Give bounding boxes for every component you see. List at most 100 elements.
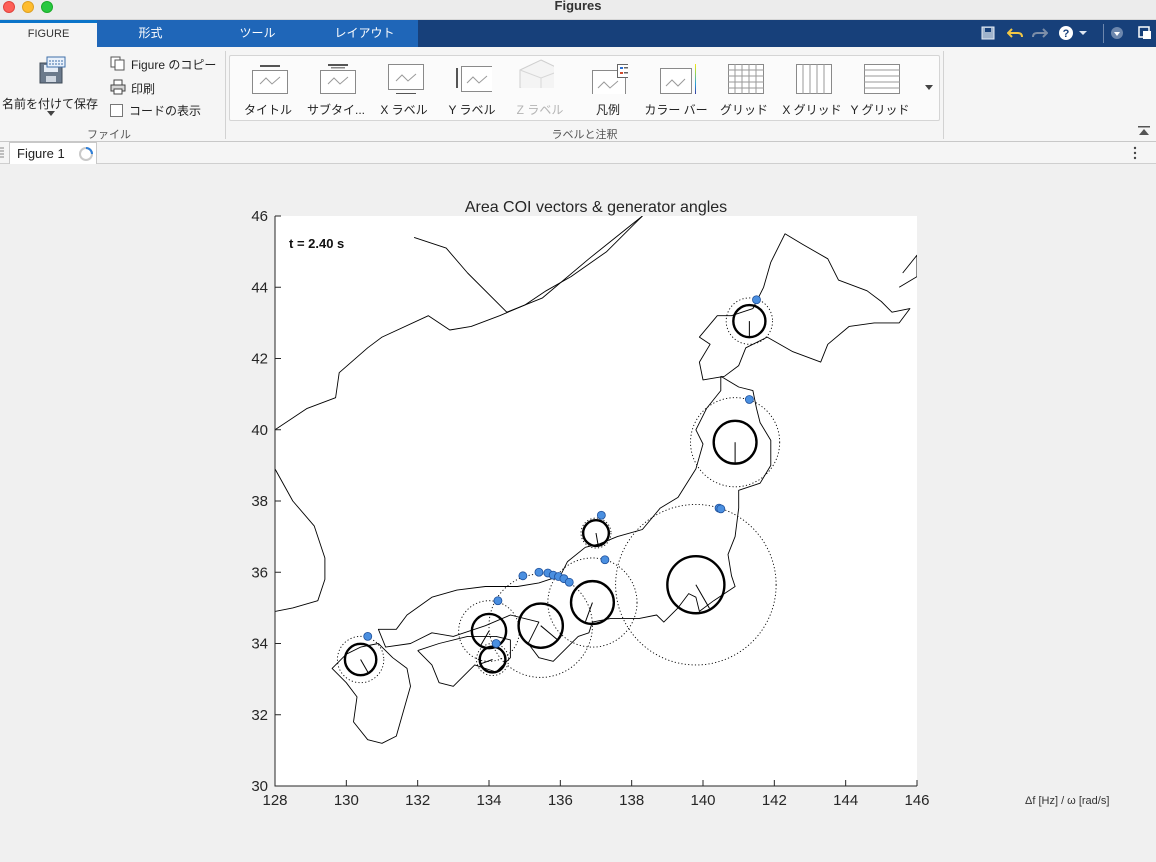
y-tick-label: 46 — [251, 208, 268, 225]
y-tick-label: 32 — [251, 707, 268, 724]
colorbar-icon — [660, 64, 696, 94]
x-tick-label: 144 — [833, 792, 858, 809]
more-options-icon[interactable] — [1133, 146, 1137, 160]
x-tick-label: 132 — [405, 792, 430, 809]
legend-icon — [592, 64, 628, 94]
area-coi-vector — [360, 659, 369, 673]
help-icon[interactable]: ? — [1058, 25, 1088, 41]
undock-icon[interactable] — [1138, 26, 1152, 40]
tab-figure[interactable]: FIGURE — [0, 20, 97, 48]
y-tick-label: 44 — [251, 279, 268, 296]
xlabel-icon — [388, 64, 424, 94]
gallery-colorbar-button[interactable]: カラー バー — [642, 56, 710, 120]
tab-layout[interactable]: レイアウト — [311, 20, 418, 47]
copy-figure-label: Figure のコピー — [131, 58, 217, 72]
gallery-grid-button[interactable]: グリッド — [710, 56, 778, 120]
coastline-5 — [413, 216, 643, 313]
y-tick-label: 34 — [251, 636, 268, 653]
ribbon-options-icon[interactable] — [1110, 26, 1124, 40]
gallery-legend-button[interactable]: 凡例 — [574, 56, 642, 120]
tab-tools[interactable]: ツール — [204, 20, 311, 47]
subtitle-icon — [320, 64, 356, 94]
gallery-subtitle-button[interactable]: サブタイ... — [302, 56, 370, 120]
figure-canvas: 128 130 132 134 136 138 140 142 144 146 30 32 34 36 38… — [0, 164, 1156, 857]
minimize-window-button[interactable] — [22, 1, 34, 13]
area-coi-vector — [480, 630, 490, 646]
labels-group-label: ラベルと注釈 — [551, 129, 618, 141]
area-extent-circle — [615, 504, 777, 666]
gallery-xgrid-label: X グリッド — [782, 103, 842, 117]
gallery-grid-label: グリッド — [719, 103, 768, 117]
drag-handle-icon[interactable] — [0, 147, 4, 159]
x-tick-label: 134 — [476, 792, 501, 809]
gallery-xlabel-button[interactable]: X ラベル — [370, 56, 438, 120]
save-as-dropdown-icon[interactable] — [47, 111, 55, 117]
chart-svg[interactable]: 128 130 132 134 136 138 140 142 144 146 30 32 34 36 38… — [0, 164, 1156, 857]
collapse-ribbon-icon[interactable] — [1138, 126, 1150, 136]
area-extent-circle — [690, 397, 781, 488]
ribbon-panel: 名前を付けて保存 Figure のコピー 印刷 コードの表示 ファイル タイトル — [0, 47, 1156, 142]
area-extent-circle — [458, 600, 520, 662]
time-annotation: t = 2.40 s — [289, 236, 344, 251]
save-as-button[interactable]: 名前を付けて保存 — [2, 53, 100, 119]
x-tick-label: 140 — [690, 792, 715, 809]
undo-icon[interactable] — [1007, 26, 1023, 40]
generator-marker — [534, 567, 544, 577]
window-title-bar: Figures — [0, 0, 1156, 20]
gallery-expand-icon[interactable] — [924, 84, 934, 92]
copy-icon — [110, 56, 125, 71]
gallery-zlabel-button: Z ラベル — [506, 56, 574, 120]
y-tick-label: 30 — [251, 778, 268, 795]
redo-icon[interactable] — [1032, 26, 1048, 40]
chart-title: Area COI vectors & generator angles — [465, 199, 727, 216]
area-extent-circle — [725, 297, 773, 345]
area-coi-circle — [343, 642, 378, 677]
coastline-1 — [898, 254, 917, 288]
coastline-6 — [275, 216, 643, 431]
generator-marker — [752, 295, 761, 305]
side-note-label: Δf [Hz] / ω [rad/s] — [1025, 795, 1110, 807]
area-coi-vector — [540, 625, 558, 640]
show-code-check[interactable] — [110, 104, 123, 117]
gallery-ylabel-button[interactable]: Y ラベル — [438, 56, 506, 120]
generator-marker — [744, 395, 754, 404]
plot-background — [275, 216, 917, 786]
figure-document-tab[interactable]: Figure 1 — [9, 142, 97, 164]
save-as-icon — [39, 56, 66, 84]
document-tab-row: Figure 1 — [0, 142, 1156, 164]
gallery-xgrid-button[interactable]: X グリッド — [778, 56, 846, 120]
gallery-title-button[interactable]: タイトル — [234, 56, 302, 120]
gallery-ygrid-button[interactable]: Y グリッド — [846, 56, 914, 120]
gallery-colorbar-label: カラー バー — [644, 103, 708, 117]
area-extent-circle — [336, 635, 385, 684]
close-window-button[interactable] — [3, 1, 15, 13]
tab-format[interactable]: 形式 — [97, 20, 204, 47]
area-coi-circle — [732, 303, 767, 339]
window-title: Figures — [554, 0, 602, 13]
gallery-legend-label: 凡例 — [595, 103, 620, 117]
ygrid-icon — [864, 64, 900, 94]
title-icon — [252, 65, 288, 94]
gallery-zlabel-label: Z ラベル — [516, 103, 564, 117]
y-tick-label: 42 — [251, 351, 268, 368]
print-label: 印刷 — [131, 82, 156, 96]
gallery-ygrid-label: Y グリッド — [850, 103, 910, 117]
x-tick-label: 142 — [762, 792, 787, 809]
save-icon[interactable] — [981, 26, 995, 40]
ribbon-tab-row: FIGURE 形式 ツール レイアウト ? — [0, 20, 1156, 48]
svg-text:?: ? — [1063, 28, 1070, 40]
coastline-3 — [331, 643, 411, 744]
area-coi-circle — [569, 579, 616, 626]
grid-icon — [728, 64, 764, 94]
gallery-ylabel-label: Y ラベル — [448, 103, 496, 117]
generator-marker — [596, 510, 606, 520]
save-as-label: 名前を付けて保存 — [2, 97, 99, 111]
show-code-checkbox[interactable]: コードの表示 — [110, 102, 201, 120]
ribbon-group-separator — [943, 51, 944, 139]
area-coi-circle — [666, 554, 726, 615]
toolbar-divider — [1103, 24, 1104, 43]
area-coi-vector — [595, 532, 599, 546]
zoom-window-button[interactable] — [41, 1, 53, 13]
generator-marker — [491, 639, 501, 648]
generator-marker — [493, 596, 503, 606]
